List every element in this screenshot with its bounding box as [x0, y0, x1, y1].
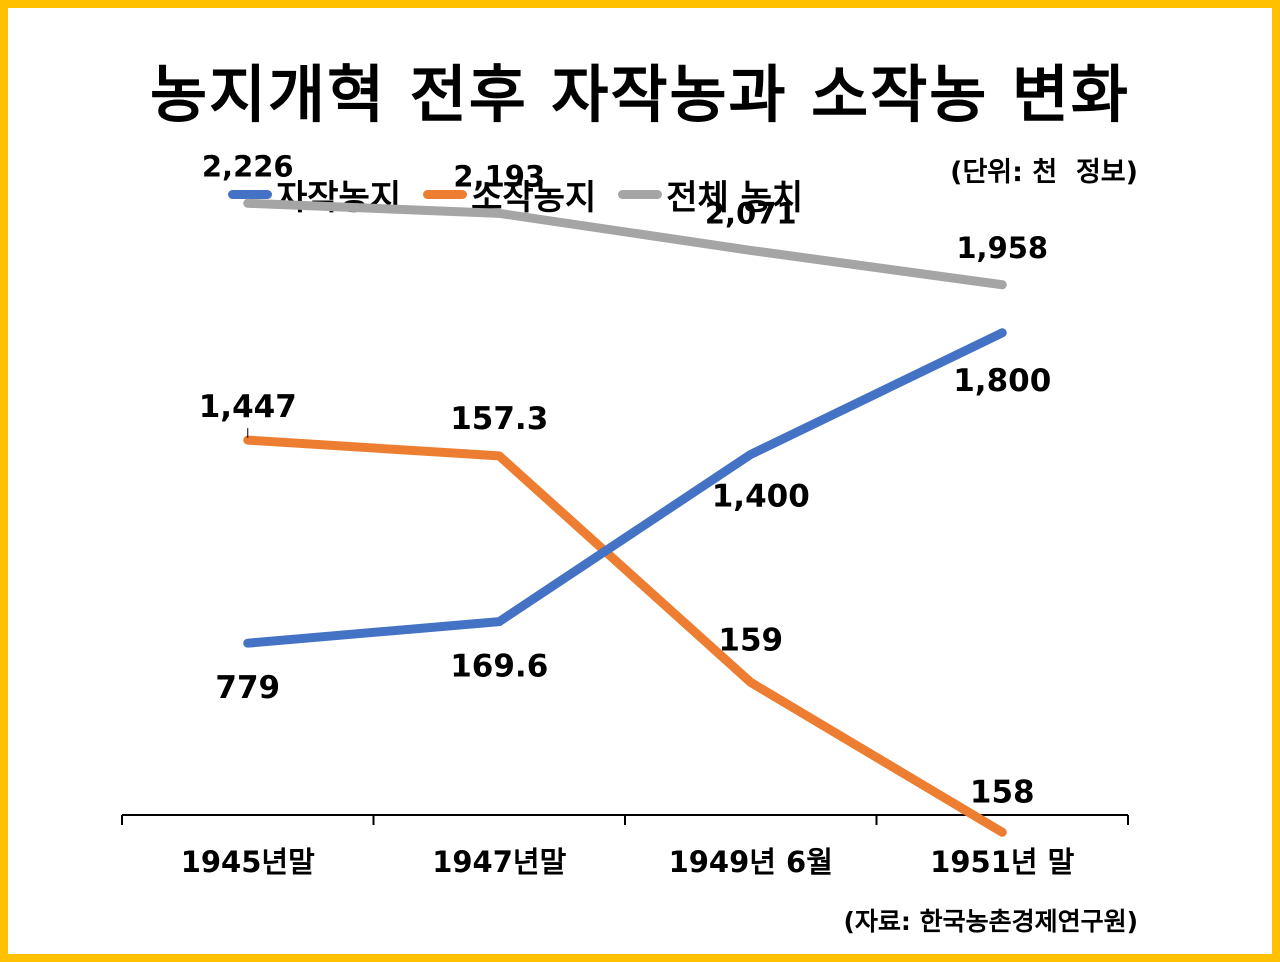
x-tick-label: 1945년말	[181, 845, 315, 879]
data-label-total: 2,193	[453, 159, 545, 193]
data-label-owner: 1,400	[712, 478, 810, 514]
legend-label-total: 전체 농치	[666, 178, 804, 218]
data-label-total: 2,226	[202, 149, 294, 183]
data-label-total: 1,958	[956, 231, 1048, 265]
data-label-tenant: 158	[970, 774, 1035, 810]
data-label-tenant: 157.3	[450, 401, 548, 437]
legend: 자작농지 소작농지 전체 농치	[228, 170, 803, 219]
legend-item-total: 전체 농치	[618, 170, 803, 219]
x-tick-label: 1947년말	[432, 845, 566, 879]
x-tick-label: 1951년 말	[930, 845, 1074, 879]
legend-swatch-total	[618, 190, 663, 199]
data-label-owner: 169.6	[450, 649, 548, 685]
chart-title: 농지개혁 전후 자작농과 소작농 변화	[150, 58, 1130, 131]
series-line-tenant	[243, 435, 1007, 837]
data-label-owner: 1,800	[953, 363, 1051, 399]
unit-note: (단위: 천 정보)	[950, 157, 1138, 188]
series-line-owner	[243, 328, 1007, 648]
data-label-total: 2,071	[705, 196, 797, 230]
data-label-tenant: 1,447	[199, 389, 297, 425]
legend-swatch-owner	[228, 190, 272, 199]
source-note: (자료: 한국농촌경제연구원)	[843, 907, 1138, 936]
data-label-tenant: 159	[718, 622, 783, 658]
series-line-total	[243, 198, 1007, 290]
x-tick-label: 1949년 6월	[669, 845, 833, 879]
legend-swatch-tenant	[423, 190, 468, 199]
data-label-owner: 779	[215, 670, 280, 706]
